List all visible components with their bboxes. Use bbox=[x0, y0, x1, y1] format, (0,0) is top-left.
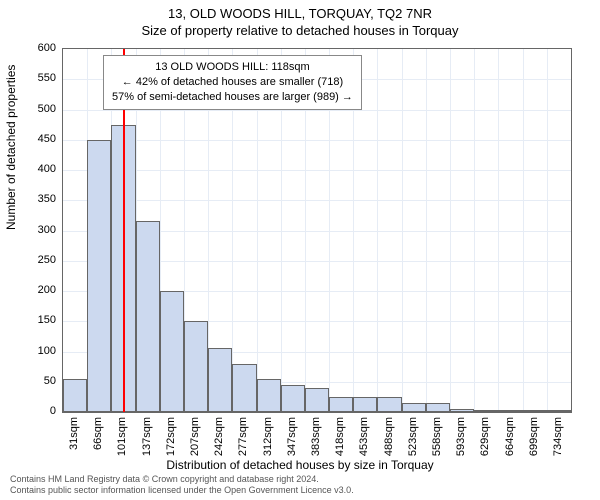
histogram-bar bbox=[498, 410, 522, 412]
histogram-bar bbox=[281, 385, 305, 412]
attribution-line1: Contains HM Land Registry data © Crown c… bbox=[10, 474, 354, 485]
x-tick-label: 523sqm bbox=[407, 417, 419, 456]
x-tick-label: 629sqm bbox=[479, 417, 491, 456]
x-tick-label: 242sqm bbox=[213, 417, 225, 456]
histogram-bar bbox=[402, 403, 426, 412]
y-tick-label: 550 bbox=[16, 72, 56, 84]
histogram-bar bbox=[184, 321, 208, 412]
annotation-line1: 13 OLD WOODS HILL: 118sqm bbox=[112, 60, 353, 75]
x-tick-label: 66sqm bbox=[92, 417, 104, 450]
attribution: Contains HM Land Registry data © Crown c… bbox=[10, 474, 354, 496]
x-tick-label: 101sqm bbox=[116, 417, 128, 456]
y-tick-label: 200 bbox=[16, 284, 56, 296]
histogram-bar bbox=[136, 221, 160, 412]
x-tick-label: 453sqm bbox=[358, 417, 370, 456]
histogram-bar bbox=[377, 397, 401, 412]
histogram-bar bbox=[450, 409, 474, 412]
annotation-line2: ← 42% of detached houses are smaller (71… bbox=[112, 75, 353, 90]
chart-title: 13, OLD WOODS HILL, TORQUAY, TQ2 7NR bbox=[0, 0, 600, 21]
x-tick-label: 734sqm bbox=[552, 417, 564, 456]
chart-container: 13, OLD WOODS HILL, TORQUAY, TQ2 7NR Siz… bbox=[0, 0, 600, 500]
y-tick-label: 0 bbox=[16, 405, 56, 417]
x-axis-labels: 31sqm 66sqm 101sqm 137sqm 172sqm 207sqm 242sqm… bbox=[62, 413, 572, 463]
x-tick-label: 347sqm bbox=[286, 417, 298, 456]
x-tick-label: 383sqm bbox=[310, 417, 322, 456]
y-tick-label: 350 bbox=[16, 193, 56, 205]
y-tick-label: 450 bbox=[16, 133, 56, 145]
histogram-bar bbox=[208, 348, 232, 412]
grid-line-v bbox=[474, 49, 475, 412]
histogram-bar bbox=[232, 364, 256, 412]
x-tick-label: 488sqm bbox=[383, 417, 395, 456]
grid-line-v bbox=[377, 49, 378, 412]
histogram-bar bbox=[329, 397, 353, 412]
x-tick-label: 31sqm bbox=[68, 417, 80, 450]
x-tick-label: 312sqm bbox=[262, 417, 274, 456]
grid-line-v bbox=[426, 49, 427, 412]
x-tick-label: 172sqm bbox=[165, 417, 177, 456]
grid-line-v bbox=[523, 49, 524, 412]
x-tick-label: 558sqm bbox=[431, 417, 443, 456]
plot-area: 13 OLD WOODS HILL: 118sqm ← 42% of detac… bbox=[62, 48, 572, 413]
x-tick-label: 418sqm bbox=[334, 417, 346, 456]
y-tick-label: 400 bbox=[16, 163, 56, 175]
y-tick-label: 600 bbox=[16, 42, 56, 54]
histogram-bar bbox=[426, 403, 450, 412]
attribution-line2: Contains public sector information licen… bbox=[10, 485, 354, 496]
x-tick-label: 137sqm bbox=[141, 417, 153, 456]
grid-line-h bbox=[63, 170, 571, 171]
y-tick-label: 250 bbox=[16, 254, 56, 266]
histogram-bar bbox=[547, 410, 571, 412]
annotation-line3: 57% of semi-detached houses are larger (… bbox=[112, 90, 353, 105]
grid-line-v bbox=[450, 49, 451, 412]
x-tick-label: 664sqm bbox=[504, 417, 516, 456]
histogram-bar bbox=[474, 410, 498, 412]
y-tick-label: 300 bbox=[16, 224, 56, 236]
histogram-bar bbox=[257, 379, 281, 412]
histogram-bar bbox=[523, 410, 547, 412]
x-tick-label: 207sqm bbox=[189, 417, 201, 456]
histogram-bar bbox=[63, 379, 87, 412]
chart-subtitle: Size of property relative to detached ho… bbox=[0, 21, 600, 38]
grid-line-v bbox=[547, 49, 548, 412]
grid-line-h bbox=[63, 140, 571, 141]
y-axis-labels: 050100150200250300350400450500550600 bbox=[16, 48, 60, 413]
x-axis-title: Distribution of detached houses by size … bbox=[0, 458, 600, 472]
y-tick-label: 500 bbox=[16, 103, 56, 115]
y-tick-label: 100 bbox=[16, 345, 56, 357]
x-tick-label: 277sqm bbox=[237, 417, 249, 456]
x-tick-label: 699sqm bbox=[528, 417, 540, 456]
histogram-bar bbox=[353, 397, 377, 412]
grid-line-v bbox=[498, 49, 499, 412]
grid-line-h bbox=[63, 200, 571, 201]
histogram-bar bbox=[87, 140, 111, 412]
histogram-bar bbox=[305, 388, 329, 412]
y-tick-label: 150 bbox=[16, 314, 56, 326]
histogram-bar bbox=[160, 291, 184, 412]
y-tick-label: 50 bbox=[16, 375, 56, 387]
annotation-box: 13 OLD WOODS HILL: 118sqm ← 42% of detac… bbox=[103, 55, 362, 110]
x-tick-label: 593sqm bbox=[455, 417, 467, 456]
grid-line-v bbox=[402, 49, 403, 412]
grid-line-h bbox=[63, 110, 571, 111]
